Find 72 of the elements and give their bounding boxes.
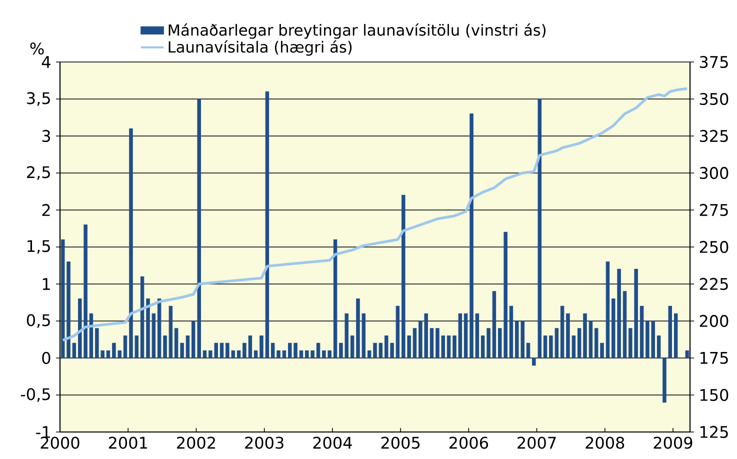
y2-tick-label: 350 [700,92,728,106]
bar [492,291,496,358]
y-tick-label: 3,5 [27,92,50,106]
x-tick-label: 2000 [40,436,80,449]
y-tick-label: 1 [42,278,50,290]
bar [157,298,162,358]
bar [396,306,400,358]
x-tick-label: 2008 [586,436,624,449]
x-tick-label: 2009 [654,436,692,449]
x-tick-label: 2003 [245,436,284,449]
y-tick-label: 4 [42,56,50,68]
bar [640,306,644,358]
x-tick-label: 2005 [381,436,420,449]
bar [316,342,320,358]
y2-tick-label: 300 [700,166,728,180]
bar [106,350,110,358]
bar [123,336,128,358]
y-tick-label: 3 [42,130,50,142]
bar [412,328,417,358]
bar [566,313,570,358]
y2-tick-label: 150 [700,388,728,402]
bar [622,291,627,358]
bar [560,306,564,358]
bar [265,91,270,358]
bar [588,320,593,358]
line-series [62,87,688,342]
x-tick-label: 2006 [449,436,488,449]
bar [333,239,338,358]
x-tick-label: 2004 [313,436,352,449]
bar [606,262,610,358]
bar [168,306,173,358]
bar [254,350,258,358]
bar [464,313,468,358]
y2-tick-label: 375 [700,56,728,68]
y2-tick-label: 125 [700,426,728,438]
bar [572,336,576,358]
bar [163,336,167,358]
legend-label: Mánaðarlegar breytingar launavísitölu (vinstri ás) [168,23,546,39]
bar [140,276,144,358]
bar [299,350,304,358]
x-tick-label: 2007 [518,436,556,449]
bar [685,350,690,358]
y-tick-label: 1,5 [28,240,50,254]
bar [202,350,207,358]
y-tick-label: -0,5 [20,388,50,402]
bar [446,336,451,358]
bar [509,306,514,358]
bar [186,336,190,358]
bar [236,350,241,358]
y2-tick-label: 200 [700,314,728,328]
x-tick-label: 2001 [108,436,147,449]
legend-label: Launavísitala (hægri ás) [168,40,352,56]
bar [220,342,224,358]
y-tick-label: 0 [42,352,50,364]
bar [72,342,76,358]
y2-tick-label: 225 [700,278,728,290]
y-tick-label: 0,5 [26,314,50,328]
bar [656,336,661,358]
y2-tick-label: 250 [700,240,728,254]
bar [260,336,264,358]
y-tick-label: 2,5 [27,166,50,180]
y2-tick-label: 175 [700,352,728,364]
bar [543,336,548,358]
bar [430,328,434,358]
x-tick-label: 2002 [177,436,215,449]
y2-tick-label: 325 [700,130,728,142]
bar [282,350,286,358]
bar [674,313,678,358]
y-tick-label: 2 [42,204,50,216]
bar [526,342,530,358]
y-axis-title: % [30,42,44,55]
y2-tick-label: 275 [700,204,728,216]
